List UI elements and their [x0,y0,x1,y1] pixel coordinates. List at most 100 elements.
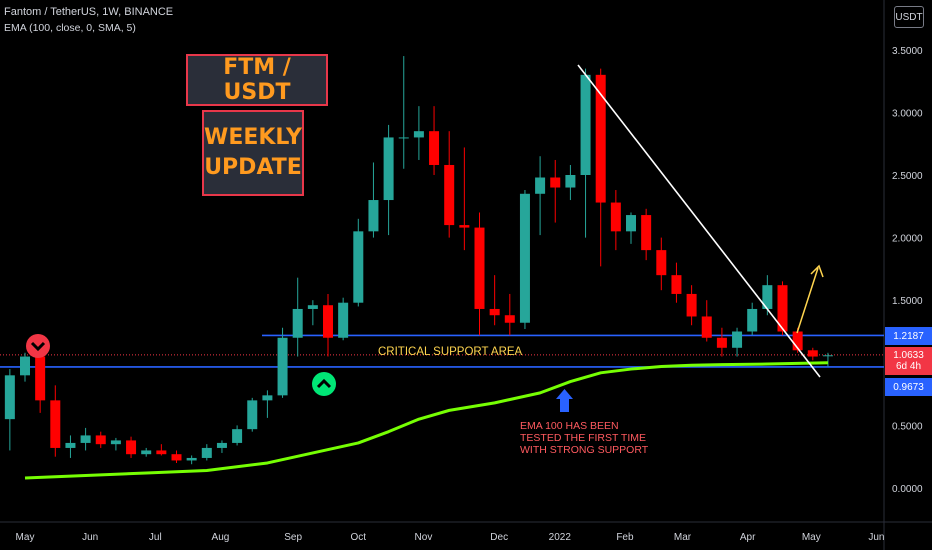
candle-body [429,131,440,165]
candle-body [247,400,258,430]
sell-chevron-icon [30,341,46,352]
candle-body [50,400,61,448]
candle-body [201,447,212,458]
y-tick-label: 2.5000 [892,171,923,182]
candle-body [489,308,500,316]
candle-body [671,275,682,294]
candle-body [747,308,758,332]
candle-body [716,337,727,348]
candle-body [95,435,106,445]
candle-body [822,355,833,357]
candle-body [762,285,773,309]
candle-body [156,450,167,455]
resistance-price-text: 1.2187 [893,330,924,342]
trendline [577,64,821,378]
candle-body [262,395,273,401]
candle-body [171,454,182,461]
ema-price-text: 0.9673 [893,381,924,393]
update-line-2: UPDATE [204,155,302,180]
candle-body [792,331,803,351]
candle-body [398,137,409,139]
x-tick-label: Oct [351,532,367,543]
buy-chevron-icon [316,378,332,389]
bar-countdown-text: 6d 4h [895,361,922,372]
candle-body [777,285,788,332]
y-tick-label: 1.5000 [892,296,923,307]
candle-body [35,356,46,401]
x-tick-label: Jun [82,532,98,543]
y-tick-label: 3.0000 [892,108,923,119]
candle-body [292,308,303,338]
ema-note-line-1: EMA 100 HAS BEEN [520,420,619,432]
last-price-text: 1.0633 [893,350,924,361]
candle-body [626,215,636,232]
y-tick-label: 0.5000 [892,421,923,432]
candle-body [65,442,76,448]
y-tick-label: 2.0000 [892,234,923,245]
candle-body [641,215,652,251]
ema-arrow-shaft [560,398,569,412]
candle-body [686,293,697,317]
candle-body [110,440,121,445]
candle-body [338,302,349,338]
candle-body [353,231,364,303]
x-tick-label: Nov [415,532,433,543]
candle-body [216,442,227,448]
critical-support-label: CRITICAL SUPPORT AREA [378,346,523,358]
candle-body [595,74,606,203]
candle-body [80,435,91,443]
candle-body [277,337,288,396]
candle-body [610,202,621,232]
candle-body [474,227,485,309]
candle-body [141,450,152,455]
x-tick-label: Apr [740,532,756,543]
candle-body [413,131,424,138]
candle-body [656,250,667,276]
candle-body [701,316,712,338]
candle-body [535,177,546,194]
candle-body [20,356,30,376]
buy-signal-icon [312,372,336,396]
candle-body [565,175,576,188]
x-tick-label: 2022 [549,532,572,543]
x-tick-label: May [16,532,35,543]
last-price-label: 1.0633 6d 4h [885,347,932,375]
candle-body [323,305,333,338]
y-tick-label: 3.5000 [892,46,923,57]
candle-body [580,74,591,175]
x-tick-label: Jul [149,532,162,543]
title-annotation-box: FTM / USDT [186,54,328,106]
x-tick-label: Aug [212,532,230,543]
update-line-1: WEEKLY [204,125,302,150]
candle-body [307,305,318,309]
x-tick-label: Sep [284,532,302,543]
x-tick-label: Feb [616,532,634,543]
x-tick-label: Jun [868,532,884,543]
candle-body [519,193,530,323]
candle-body [368,200,379,232]
ema-line [24,361,828,480]
ema-note-line-2: TESTED THE FIRST TIME [520,432,647,444]
candle-body [232,429,243,443]
indicator-info: EMA (100, close, 0, SMA, 5) [4,22,136,34]
breakout-arrow-shaft [796,267,819,334]
candle-body [459,225,470,228]
candle-body [550,177,561,188]
candle-body [732,331,743,348]
title-annotation-text: FTM / USDT [223,55,291,105]
candle-body [4,375,15,420]
x-tick-label: Mar [674,532,692,543]
candle-body [444,164,455,226]
sell-signal-icon [26,334,50,358]
candle-body [383,137,394,201]
ema-note: EMA 100 HAS BEEN TESTED THE FIRST TIME W… [520,420,648,456]
x-tick-label: May [802,532,821,543]
candle-body [186,457,197,461]
currency-badge[interactable]: USDT [894,6,924,28]
y-tick-label: 0.0000 [892,484,923,495]
candle-body [126,440,137,455]
candle-body [807,350,818,357]
breakout-arrow-head [810,264,824,278]
ema-note-line-3: WITH STRONG SUPPORT [520,444,649,456]
